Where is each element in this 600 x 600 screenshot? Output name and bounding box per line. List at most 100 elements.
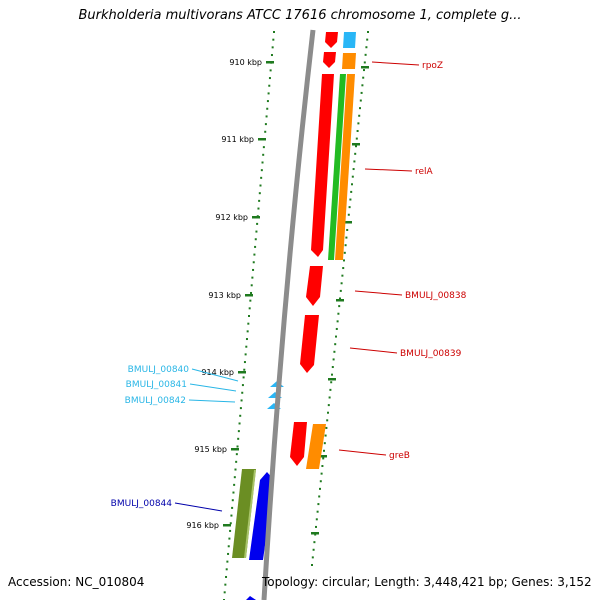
scale-tick-mark: [238, 371, 246, 374]
scale-dot: [248, 315, 250, 317]
label-leader-line: [354, 290, 403, 296]
scale-dot: [229, 522, 232, 525]
scale-dot: [245, 338, 248, 341]
scale-dot: [313, 541, 316, 544]
scale-dot: [352, 168, 355, 171]
gene-label[interactable]: BMULJ_00839: [400, 349, 462, 359]
scale-dot: [331, 366, 334, 369]
scale-dot: [322, 457, 325, 460]
scale-dot: [359, 99, 362, 102]
scale-dot: [232, 491, 235, 494]
scale-dot: [235, 453, 238, 456]
scale-dot: [231, 506, 234, 509]
scale-dot: [225, 568, 228, 571]
gene-block-top-cyan: [343, 32, 356, 48]
scale-dot: [239, 414, 242, 417]
chromosome-backbone: [261, 29, 316, 600]
scale-dot: [332, 358, 335, 361]
scale-dot: [244, 353, 247, 356]
label-leaders: [174, 61, 420, 512]
scale-dot: [344, 244, 347, 247]
scale-dot: [270, 54, 273, 57]
scale-dot: [314, 533, 317, 536]
gene-label[interactable]: rpoZ: [422, 61, 443, 71]
gene-arrow-rpoz: [323, 52, 336, 68]
scale-dot: [342, 267, 345, 270]
scale-tick-mark-right: [344, 221, 352, 224]
gene-arrow-top-red: [325, 32, 338, 48]
scale-dot: [257, 207, 260, 210]
scale-dot: [328, 396, 331, 399]
scale-dot: [336, 320, 339, 323]
scale-dot: [223, 591, 226, 594]
scale-dot: [319, 487, 321, 490]
scale-dot: [367, 31, 369, 33]
scale-dot: [334, 343, 337, 346]
scale-dot: [258, 192, 261, 195]
gene-features: [232, 32, 356, 600]
scale-dots: [223, 31, 369, 600]
label-leader-line: [189, 383, 237, 392]
scale-dot: [256, 222, 259, 225]
scale-dot: [362, 76, 365, 79]
scale-dot: [323, 449, 325, 452]
scale-dot: [237, 437, 240, 440]
scale-dot: [228, 537, 231, 540]
scale-dot: [231, 499, 234, 502]
scale-dot: [241, 391, 244, 394]
scale-tick-mark: [223, 524, 231, 527]
scale-dot: [353, 160, 356, 163]
scale-dot: [356, 129, 359, 132]
gene-label[interactable]: BMULJ_00840: [128, 365, 190, 375]
gene-label[interactable]: BMULJ_00838: [405, 291, 467, 301]
scale-dot: [319, 480, 322, 483]
scale-tick-mark-right: [328, 378, 336, 381]
scale-dot: [236, 445, 239, 448]
scale-dot: [365, 46, 368, 49]
scale-tick-mark: [258, 138, 266, 141]
scale-dot: [243, 368, 246, 371]
scale-dot: [248, 307, 251, 310]
gene-label[interactable]: BMULJ_00841: [126, 380, 187, 390]
scale-dot: [230, 514, 233, 517]
scale-dot: [340, 282, 343, 285]
label-leader-line: [338, 449, 387, 456]
scale-dot: [329, 388, 332, 391]
scale-dot: [250, 284, 253, 287]
cds-block-rpoz: [342, 53, 356, 69]
scale-dot: [250, 291, 253, 294]
scale-dot: [268, 84, 271, 87]
scale-dot: [311, 556, 314, 559]
scale-tick-label: 916 kbp: [186, 521, 219, 530]
scale-dot: [345, 236, 348, 239]
scale-dot: [273, 31, 275, 33]
gene-bar-rela-green: [328, 74, 346, 260]
scale-dot: [266, 100, 269, 103]
gene-label[interactable]: BMULJ_00842: [125, 396, 186, 406]
scale-dot: [324, 434, 327, 437]
scale-dot: [315, 525, 317, 528]
scale-dot: [254, 238, 257, 241]
cds-bar-greb: [306, 424, 326, 469]
scale-dot: [339, 289, 342, 292]
scale-tick-label: 914 kbp: [201, 368, 234, 377]
gene-label[interactable]: greB: [389, 451, 410, 461]
label-leader-line: [174, 502, 223, 512]
scale-dot: [251, 276, 254, 279]
gene-label[interactable]: BMULJ_00844: [111, 499, 173, 509]
scale-dot: [227, 552, 230, 555]
scale-dot: [267, 92, 270, 95]
scale-dot: [355, 137, 358, 140]
scale-dot: [359, 107, 361, 110]
scale-dot: [363, 61, 366, 64]
gene-label[interactable]: relA: [415, 167, 434, 177]
scale-dot: [264, 123, 267, 126]
scale-dot: [259, 184, 262, 187]
scale-dot: [234, 468, 237, 471]
scale-dot: [351, 175, 354, 178]
scale-dot: [271, 46, 274, 49]
scale-dot: [249, 299, 252, 302]
scale-dot: [325, 426, 328, 429]
scale-dot: [350, 190, 353, 193]
